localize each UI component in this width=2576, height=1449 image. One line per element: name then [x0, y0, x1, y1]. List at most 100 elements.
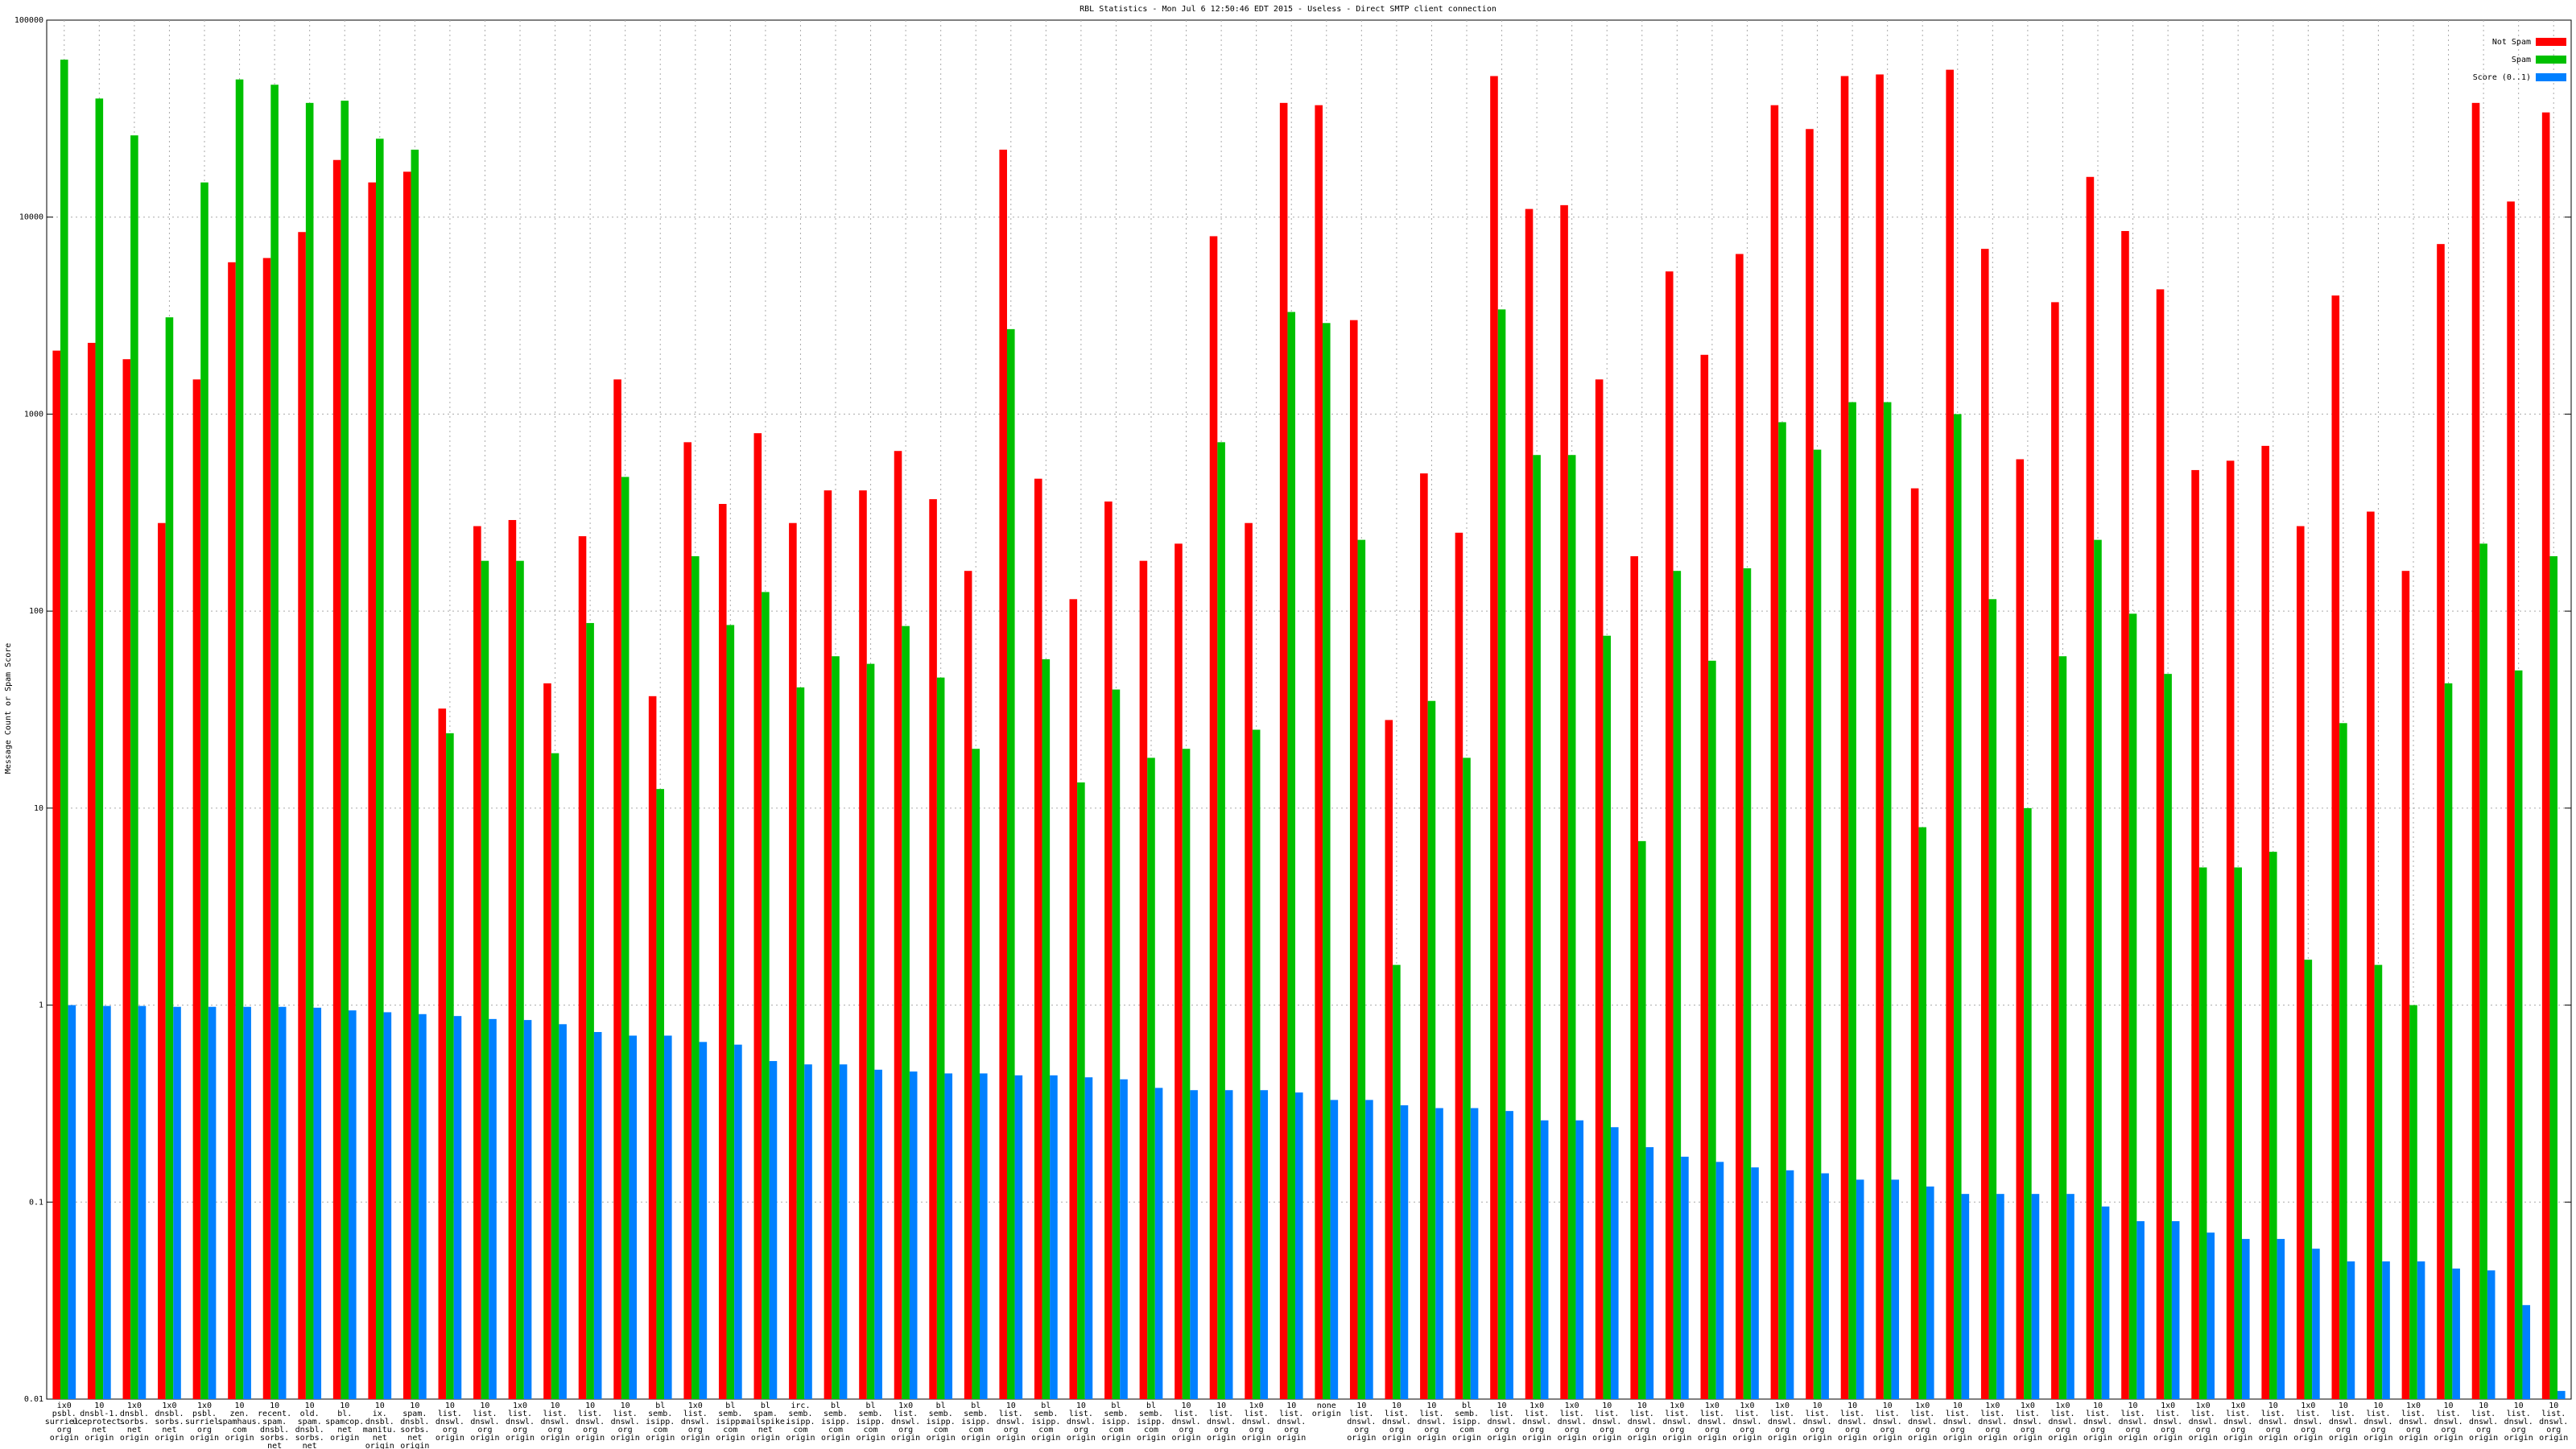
- bar: [270, 85, 279, 1400]
- legend-label: Not Spam: [2492, 38, 2531, 47]
- y-tick-label: 0.1: [29, 1198, 43, 1207]
- x-tick-label: 10 list. dnswl. org origin: [436, 1402, 464, 1443]
- bar: [1014, 1075, 1023, 1399]
- bar: [523, 1020, 532, 1399]
- x-tick-label: 1x0 list. dnswl. org origin: [2048, 1402, 2077, 1443]
- bar: [2261, 445, 2269, 1399]
- x-tick-label: bl semb. isipp. com origin: [821, 1402, 850, 1443]
- x-tick-label: 1x0 list. dnswl. org origin: [1698, 1402, 1727, 1443]
- bar: [2409, 1005, 2417, 1399]
- bar: [804, 1064, 812, 1399]
- bar: [2367, 511, 2375, 1400]
- bar: [2207, 1232, 2215, 1399]
- bar: [683, 442, 691, 1400]
- bar: [1540, 1120, 1549, 1399]
- bar: [1217, 442, 1225, 1400]
- bar: [613, 379, 621, 1399]
- bar: [2374, 964, 2383, 1399]
- bar: [586, 622, 594, 1399]
- bar: [929, 499, 937, 1400]
- x-tick-label: 1x0 list. dnswl. org origin: [2399, 1402, 2428, 1443]
- bar: [1715, 1162, 1724, 1399]
- x-tick-label: bl spam. mailspike. net origin: [741, 1402, 790, 1443]
- bar: [699, 1042, 708, 1399]
- bar: [2101, 1206, 2110, 1399]
- x-tick-label: none origin: [1312, 1402, 1341, 1418]
- bar: [2268, 852, 2277, 1399]
- bar: [1034, 478, 1042, 1399]
- bar: [411, 149, 419, 1399]
- bar: [2487, 1270, 2496, 1399]
- bar: [402, 171, 411, 1399]
- bar: [1821, 1173, 1829, 1399]
- bar: [1104, 502, 1113, 1399]
- bar: [839, 1064, 848, 1399]
- bar: [243, 1006, 251, 1399]
- bar: [1785, 1170, 1794, 1399]
- bar: [753, 433, 762, 1400]
- bar: [1174, 543, 1183, 1399]
- bar: [2296, 526, 2305, 1399]
- y-tick-label: 10000: [19, 213, 43, 222]
- bar: [200, 182, 208, 1400]
- bar: [944, 1073, 953, 1399]
- bar: [341, 101, 349, 1399]
- bar: [60, 60, 68, 1399]
- bar: [1224, 1090, 1233, 1399]
- x-tick-label: bl semb. isipp. com origin: [646, 1402, 675, 1443]
- x-tick-label: 10 list. dnswl. org origin: [2259, 1402, 2288, 1443]
- bar: [1595, 379, 1604, 1399]
- bar: [2347, 1261, 2355, 1399]
- bar: [1349, 320, 1358, 1400]
- bar: [1365, 1100, 1373, 1399]
- bar: [278, 1006, 287, 1399]
- bar: [2191, 469, 2199, 1399]
- bar: [2331, 295, 2340, 1399]
- x-tick-label: 10 list. dnswl. org origin: [1943, 1402, 1972, 1443]
- x-tick-label: 10 list. dnswl. org origin: [1838, 1402, 1867, 1443]
- bar: [1630, 555, 1638, 1399]
- bar: [2382, 1261, 2390, 1399]
- bar: [1813, 449, 1822, 1399]
- bar: [1042, 658, 1051, 1399]
- bar: [2171, 1221, 2180, 1399]
- x-tick-label: 1x0 list. dnswl. org origin: [891, 1402, 920, 1443]
- bar: [1840, 76, 1849, 1399]
- x-tick-label: 1x0 list. dnswl. org origin: [2013, 1402, 2042, 1443]
- x-tick-label: 10 zen. spamhaus. com origin: [217, 1402, 261, 1443]
- bar: [173, 1006, 181, 1399]
- bar: [1743, 568, 1752, 1400]
- bar: [936, 677, 945, 1399]
- bar: [313, 1007, 322, 1399]
- bar: [824, 490, 832, 1399]
- bar: [789, 522, 797, 1399]
- bar: [980, 1073, 988, 1399]
- bar: [1918, 827, 1927, 1399]
- x-tick-label: 10 list. dnswl. org origin: [1802, 1402, 1831, 1443]
- bar: [68, 1005, 76, 1399]
- x-tick-label: 1x0 list. dnswl. org origin: [1908, 1402, 1937, 1443]
- bar: [1400, 1105, 1409, 1399]
- bar: [1883, 402, 1892, 1399]
- bar: [1209, 236, 1218, 1399]
- bar: [1681, 1156, 1689, 1399]
- bar: [298, 232, 306, 1399]
- bar: [1946, 69, 1954, 1400]
- bar: [2066, 1194, 2074, 1399]
- x-tick-label: 10 list. dnswl. org origin: [1067, 1402, 1096, 1443]
- bar: [1505, 1111, 1513, 1399]
- x-tick-label: 1x0 list. dnswl. org origin: [1558, 1402, 1587, 1443]
- x-tick-label: 10 list. dnswl. org origin: [1417, 1402, 1446, 1443]
- bar: [453, 1016, 462, 1399]
- bar: [1490, 76, 1498, 1399]
- bar: [1279, 102, 1288, 1399]
- bar: [762, 592, 770, 1399]
- x-tick-label: 10 list. dnswl. org origin: [1347, 1402, 1376, 1443]
- bar: [902, 625, 910, 1399]
- bar: [1050, 1075, 1058, 1399]
- bar: [52, 350, 60, 1399]
- x-tick-label: 10 list. dnswl. org origin: [470, 1402, 499, 1443]
- legend-swatch: [2536, 38, 2566, 46]
